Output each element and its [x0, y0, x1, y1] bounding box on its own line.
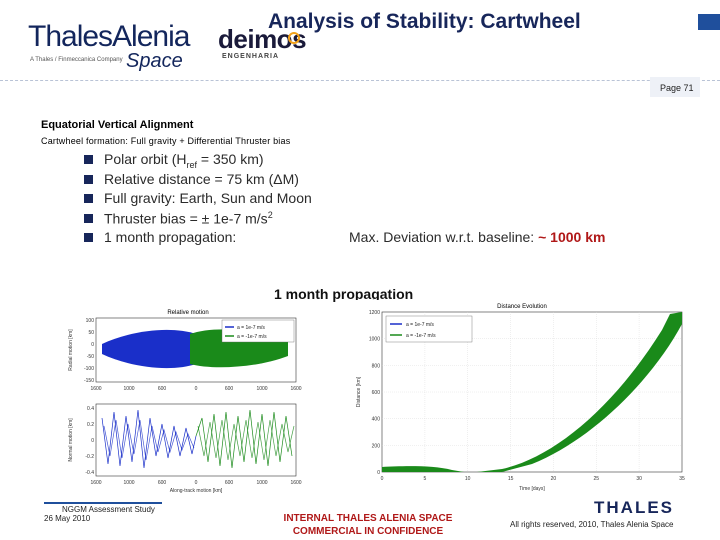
y-tick: 800 [372, 363, 381, 369]
x-tick: 600 [225, 386, 234, 392]
series-a-band [102, 329, 196, 369]
logo-space-word: Space [126, 50, 183, 72]
y-tick: -0.2 [85, 454, 94, 460]
y-tick: 0.2 [87, 422, 94, 428]
corner-brand-square [698, 14, 720, 30]
deimos-orbit-icon [288, 32, 300, 44]
section-subtitle: Cartwheel formation: Full gravity + Diff… [41, 136, 291, 146]
y-tick: 50 [88, 330, 94, 336]
left-top-ylabel: Radial motion [km] [68, 329, 74, 371]
x-tick: 20 [551, 476, 557, 482]
footer-date: 26 May 2010 [44, 514, 91, 523]
bullet-square-icon [84, 213, 93, 223]
study-label: NGGM Assessment Study [44, 502, 162, 514]
series-a-trace [101, 409, 197, 469]
y-tick: -0.4 [85, 470, 94, 476]
y-tick: -150 [84, 378, 94, 384]
figure-caption: 1 month propagation [274, 286, 414, 302]
y-tick: 1200 [369, 310, 380, 316]
section-title: Equatorial Vertical Alignment [41, 119, 194, 131]
y-tick: 0 [377, 470, 380, 476]
y-tick: 100 [86, 318, 95, 324]
page-number: Page 71 [650, 77, 700, 97]
distance-evolution-plot: Distance Evolution 1200 1000 800 600 400… [352, 300, 692, 494]
y-tick: 0 [91, 342, 94, 348]
x-tick: 30 [636, 476, 642, 482]
left-plot-legend [221, 319, 295, 343]
x-tick: 1000 [123, 480, 134, 486]
y-tick: -100 [84, 366, 94, 372]
right-plot-legend [385, 315, 473, 343]
legend-entry-b: a = -1e-7 m/s [406, 333, 436, 339]
right-plot-ylabel: Distance [km] [356, 376, 362, 407]
left-plot-xlabel: Along-track motion [km] [170, 488, 223, 494]
legend-entry-a: a = 1e-7 m/s [406, 322, 434, 328]
distance-band [382, 312, 682, 472]
x-tick: 600 [158, 386, 167, 392]
right-plot-title: Distance Evolution [497, 304, 547, 310]
header-divider [0, 80, 720, 81]
series-b-trace [195, 409, 293, 469]
deimos-logo: deimos ENGENHARIA [218, 25, 308, 65]
left-bottom-ylabel: Normal motion [km] [68, 418, 74, 462]
logo-tagline: A Thales / Finmeccanica Company [30, 57, 123, 63]
bullet-square-icon [84, 194, 93, 203]
copyright-notice: All rights reserved, 2010, Thales Alenia… [510, 520, 674, 529]
relative-motion-plot: Relative motion 100 50 0 -50 -100 -150 1… [62, 306, 312, 494]
bullet-square-icon [84, 155, 93, 164]
x-tick: 5 [424, 476, 427, 482]
x-tick: 0 [381, 476, 384, 482]
y-tick: 1000 [369, 337, 380, 343]
legend-entry-b: a = -1e-7 m/s [237, 334, 267, 340]
thales-alenia-logo: ThalesAlenia A Thales / Finmeccanica Com… [28, 20, 190, 72]
x-tick: 1000 [123, 386, 134, 392]
y-tick: 200 [372, 443, 381, 449]
thales-logo: THALES [594, 498, 674, 517]
y-tick: 600 [372, 390, 381, 396]
y-tick: -50 [87, 354, 94, 360]
legend-entry-a: a = 1e-7 m/s [237, 325, 265, 331]
x-tick: 600 [225, 480, 234, 486]
bullet-square-icon [84, 233, 93, 242]
x-tick: 10 [465, 476, 471, 482]
max-deviation: Max. Deviation w.r.t. baseline: ~ 1000 k… [349, 229, 606, 245]
x-tick: 25 [594, 476, 600, 482]
bullet-square-icon [84, 174, 93, 184]
x-tick: 35 [679, 476, 685, 482]
x-tick: 0 [195, 386, 198, 392]
x-tick: 1600 [290, 480, 301, 486]
page-title: Analysis of Stability: Cartwheel [268, 10, 581, 33]
logo-wordmark: ThalesAlenia [28, 20, 190, 53]
y-tick: 0.4 [87, 406, 94, 412]
confidentiality-notice: INTERNAL THALES ALENIA SPACE COMMERCIAL … [283, 513, 453, 537]
x-tick: 1600 [90, 386, 101, 392]
deimos-subtitle: ENGENHARIA [222, 53, 280, 60]
x-tick: 1000 [256, 386, 267, 392]
x-tick: 600 [158, 480, 167, 486]
y-tick: 400 [372, 417, 381, 423]
x-tick: 1600 [90, 480, 101, 486]
left-plot-title: Relative motion [167, 310, 208, 316]
right-plot-xlabel: Time [days] [519, 486, 545, 492]
y-tick: 0 [91, 438, 94, 444]
x-tick: 0 [195, 480, 198, 486]
footer-study: NGGM Assessment Study 26 May 2010 [44, 502, 162, 523]
x-tick: 1600 [290, 386, 301, 392]
x-tick: 1000 [256, 480, 267, 486]
x-tick: 15 [508, 476, 514, 482]
